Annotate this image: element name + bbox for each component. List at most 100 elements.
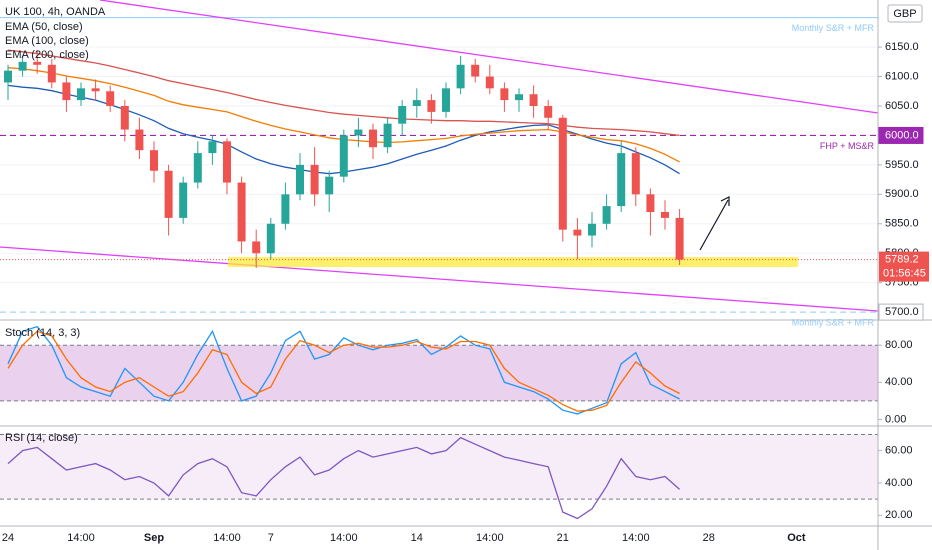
legend-entry: EMA (100, close) (5, 35, 89, 47)
candle-body (325, 176, 334, 195)
level-label: 5700.0 (885, 306, 919, 318)
candle-body (4, 70, 12, 83)
candle-body (237, 182, 246, 242)
level-label-box (878, 303, 924, 321)
candle-body (602, 206, 611, 224)
candle-body (208, 141, 217, 154)
candle-body (164, 170, 173, 218)
chart-title: UK 100, 4h, OANDA (5, 6, 106, 18)
candle-body (631, 153, 640, 195)
candle-body (223, 141, 231, 183)
level-annotation: Monthly S&R + MFR (792, 23, 875, 33)
band-fill (0, 345, 878, 401)
candle-body (18, 61, 27, 71)
candle-body (77, 88, 85, 101)
series-line (7, 330, 680, 412)
x-tick-label: 14:00 (330, 532, 358, 544)
candle-body (266, 223, 275, 254)
level-annotation: Monthly S&R + MFR (792, 317, 875, 327)
candle-body (369, 129, 377, 148)
candle-body (529, 94, 538, 106)
candle-body (383, 123, 392, 148)
x-tick-label: 7 (268, 532, 274, 544)
candle-body (515, 94, 523, 101)
x-tick-label: 14:00 (622, 532, 650, 544)
series-line (7, 325, 680, 415)
last-price-label: 5789.2 (885, 253, 919, 265)
legend-entry: EMA (50, close) (5, 21, 83, 33)
indicator-title: RSI (14, close) (5, 432, 78, 444)
y-tick-label: 5850.0 (885, 218, 919, 230)
level-annotation: FHP + MS&R (820, 141, 875, 151)
candle-body (106, 91, 115, 106)
candle-body (442, 88, 450, 112)
trend-line-lower (0, 246, 879, 312)
band-fill (0, 434, 878, 500)
y-tick-label: 6150.0 (885, 41, 919, 53)
candle-body (675, 217, 684, 260)
candle-body (354, 129, 363, 136)
currency-box[interactable] (887, 4, 923, 23)
candle-body (310, 164, 319, 195)
candle-body (120, 106, 129, 130)
candle-body (544, 106, 553, 118)
candle-body (281, 194, 290, 224)
candle-body (500, 88, 509, 101)
indicator-title: Stoch (14, 3, 3) (5, 327, 80, 339)
candle-body (456, 64, 465, 89)
x-tick-label: 21 (557, 532, 569, 544)
y-tick-label: 6050.0 (885, 100, 919, 112)
candle-body (617, 153, 626, 207)
legend-entry: EMA (200, close) (5, 49, 89, 61)
x-tick-label: 14:00 (213, 532, 241, 544)
y-tick-label: 5900.0 (885, 188, 919, 200)
x-tick-label: 28 (703, 532, 715, 544)
level-label: 6000.0 (885, 129, 919, 141)
x-tick-label: 14:00 (67, 532, 95, 544)
x-tick-label: Oct (787, 532, 806, 544)
support-zone (228, 257, 798, 267)
candle-body (661, 212, 669, 218)
trend-line-upper (99, 0, 879, 114)
y-tick-label: 40.00 (885, 376, 913, 388)
x-tick-label: Sep (144, 532, 164, 544)
y-tick-label: 5950.0 (885, 159, 919, 171)
y-tick-label: 40.00 (885, 477, 913, 489)
x-tick-label: 14 (411, 532, 423, 544)
candle-body (47, 64, 56, 83)
y-tick-label: 60.00 (885, 445, 913, 457)
candle-body (427, 100, 436, 112)
level-label-box (878, 126, 924, 144)
candle-body (193, 153, 202, 183)
arrow-head (720, 196, 730, 206)
candle-body (62, 82, 71, 101)
y-tick-label: 0.00 (885, 413, 906, 425)
candle-body (252, 241, 261, 254)
candle-body (471, 64, 480, 77)
y-tick-label: 6100.0 (885, 70, 919, 82)
candle-body (150, 150, 158, 171)
candle-body (339, 135, 348, 177)
candle-body (412, 100, 421, 106)
y-tick-label: 20.00 (885, 509, 913, 521)
candle-body (558, 117, 567, 230)
currency[interactable]: GBP (893, 8, 916, 20)
arrow (699, 199, 729, 251)
candle-body (91, 88, 100, 92)
candle-body (296, 164, 304, 195)
x-tick-label: 24 (2, 532, 14, 544)
last-price-box (879, 251, 929, 282)
candle-body (179, 182, 188, 218)
x-tick-label: 14:00 (476, 532, 504, 544)
candle-body (33, 61, 42, 65)
candle-body (573, 229, 582, 236)
candle-body (646, 194, 655, 212)
candle-body (135, 129, 144, 151)
countdown-label: 01:56:45 (883, 267, 926, 279)
candle-body (398, 106, 407, 124)
candle-body (485, 76, 494, 89)
series-line (7, 436, 681, 520)
candle-body (588, 223, 596, 236)
y-tick-label: 80.00 (885, 339, 913, 351)
